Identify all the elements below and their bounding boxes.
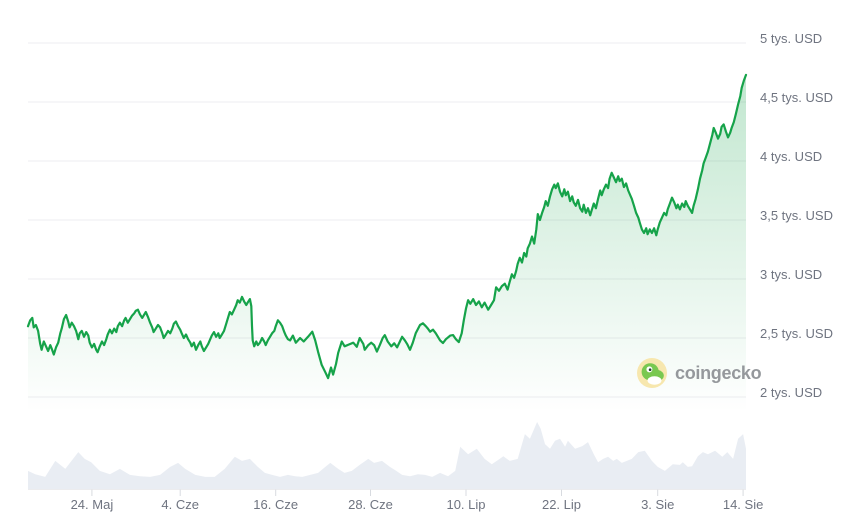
coingecko-wordmark: coingecko	[675, 362, 762, 383]
volume-area	[28, 422, 746, 489]
coingecko-watermark: coingecko	[637, 358, 762, 388]
price-line	[26, 73, 748, 380]
coingecko-icon	[637, 358, 667, 388]
price-area	[28, 74, 746, 413]
